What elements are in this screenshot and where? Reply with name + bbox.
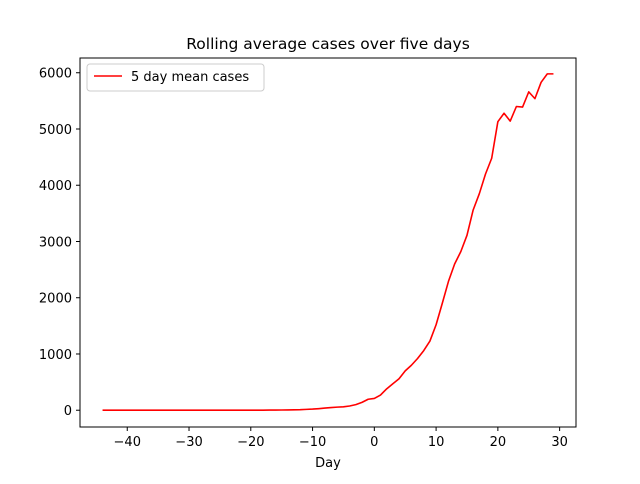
y-tick-label: 1000	[39, 348, 72, 363]
x-tick-label: −30	[175, 435, 202, 450]
legend-box	[86, 63, 265, 92]
x-tick-label: −40	[114, 435, 141, 450]
x-tick-label: 30	[551, 435, 568, 450]
series-layer	[102, 73, 554, 412]
chart-title: Rolling average cases over five days	[186, 35, 470, 53]
y-tick-label: 6000	[39, 67, 72, 82]
y-tick-label: 5000	[39, 123, 72, 138]
x-tick-label: −20	[237, 435, 264, 450]
x-tick-label: 0	[370, 435, 378, 450]
x-axis-ticks: −40 −30 −20 −10 0 10 20 30	[114, 427, 568, 450]
y-tick-label: 0	[64, 404, 72, 419]
x-axis-label: Day	[315, 456, 341, 471]
x-tick-label: 10	[428, 435, 445, 450]
x-tick-label: 20	[490, 435, 507, 450]
legend-label: 5 day mean cases	[131, 70, 249, 85]
axes-frame	[79, 57, 577, 428]
series-line-0	[102, 73, 554, 412]
y-tick-label: 2000	[39, 292, 72, 307]
y-tick-label: 3000	[39, 235, 72, 250]
legend: 5 day mean cases	[86, 63, 265, 92]
plot-area	[79, 57, 577, 428]
y-axis-ticks: 0 1000 2000 3000 4000 5000 6000	[39, 67, 80, 419]
y-tick-label: 4000	[39, 179, 72, 194]
x-tick-label: −10	[299, 435, 326, 450]
